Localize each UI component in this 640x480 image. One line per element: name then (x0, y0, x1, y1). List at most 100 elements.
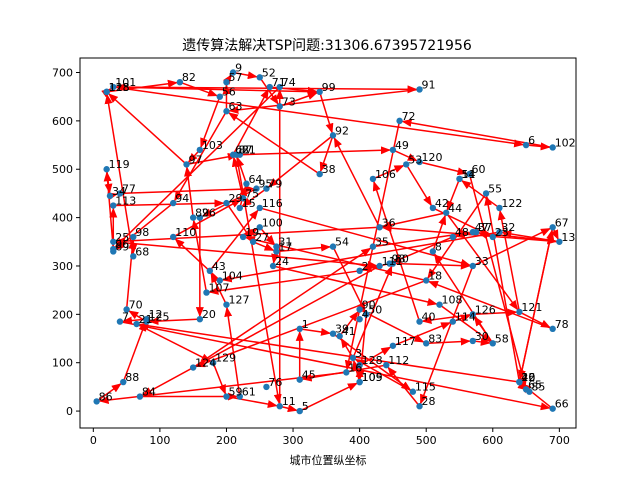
city-label: 34 (112, 185, 126, 198)
city-label: 82 (182, 71, 196, 84)
city-point (229, 69, 237, 76)
city-point (223, 301, 230, 308)
city-label: 129 (215, 352, 236, 365)
city-point (110, 238, 117, 245)
city-point (110, 245, 117, 253)
route-segment (115, 83, 320, 93)
route-segment (405, 164, 432, 207)
route-segment (419, 265, 474, 405)
city-point (103, 166, 110, 173)
city-label: 121 (521, 301, 542, 314)
route-segment (340, 337, 354, 359)
city-point (436, 301, 443, 308)
city-point (276, 83, 283, 91)
city-point (416, 403, 423, 410)
chart-title: 遗传算法解决TSP问题:31306.67395721956 (182, 38, 472, 54)
city-point (236, 204, 243, 212)
city-point (356, 361, 363, 369)
city-point (170, 199, 177, 207)
route-segment (299, 328, 332, 336)
city-label: 15 (242, 197, 256, 210)
city-point (356, 306, 363, 313)
route-segment (352, 359, 361, 383)
city-point (269, 262, 277, 270)
city-point (336, 332, 343, 340)
city-label: 2 (362, 260, 369, 273)
city-point (469, 311, 477, 318)
city-label: 81 (242, 144, 256, 157)
city-label: 7 (122, 311, 129, 324)
city-label: 77 (122, 182, 136, 195)
city-point (103, 88, 110, 96)
city-label: 113 (115, 195, 136, 208)
city-label: 17 (278, 240, 292, 253)
city-label: 3 (355, 347, 362, 360)
city-point (130, 253, 137, 260)
city-point (256, 74, 263, 81)
city-point (496, 204, 503, 212)
city-label: 102 (555, 136, 576, 149)
city-label: 108 (442, 294, 463, 307)
city-label: 94 (175, 192, 189, 205)
city-label: 87 (238, 144, 252, 157)
city-label: 45 (302, 369, 316, 382)
city-label: 107 (208, 282, 229, 295)
city-point (489, 340, 496, 347)
city-point (223, 393, 230, 400)
city-label: 85 (531, 381, 545, 394)
city-point (409, 388, 417, 395)
city-point (223, 199, 230, 207)
city-point (123, 306, 130, 313)
route-segment (276, 243, 332, 253)
city-point (469, 337, 477, 345)
city-point (416, 158, 423, 166)
y-tick-label: 200 (52, 308, 73, 321)
city-label: 11 (282, 395, 296, 408)
city-point (196, 315, 204, 323)
city-point (223, 78, 230, 86)
city-label: 88 (125, 371, 139, 384)
city-label: 67 (555, 216, 569, 229)
city-point (469, 262, 477, 270)
city-label: 118 (109, 81, 130, 94)
route-segment (372, 164, 405, 180)
city-point (316, 88, 323, 96)
route-segment (272, 265, 438, 306)
x-tick-label: 0 (90, 434, 97, 447)
route-segment (148, 317, 200, 326)
city-point (363, 311, 370, 318)
route-segment (114, 86, 281, 248)
city-label: 59 (228, 386, 242, 399)
city-label: 40 (422, 311, 436, 324)
route-segment (119, 320, 551, 411)
route-segment (179, 81, 218, 97)
city-point (522, 141, 530, 149)
city-label: 41 (342, 325, 356, 338)
x-tick-label: 600 (482, 434, 503, 447)
plot-frame (79, 57, 577, 429)
city-label: 39 (335, 323, 349, 336)
city-label: 99 (322, 81, 336, 94)
city-label: 4 (362, 308, 369, 321)
route-segment (419, 161, 468, 176)
city-point (423, 340, 430, 347)
route-segment (427, 192, 487, 279)
city-point (296, 407, 303, 415)
route-segment (208, 270, 360, 295)
city-label: 19 (245, 226, 259, 239)
city-label: 68 (135, 245, 149, 258)
city-label: 123 (109, 81, 130, 94)
city-label: 31 (278, 236, 292, 249)
city-label: 65 (528, 378, 542, 391)
city-label: 9 (235, 62, 242, 75)
route-segment (200, 96, 221, 149)
city-point (343, 369, 350, 376)
city-label: 93 (392, 253, 406, 266)
city-label: 106 (375, 168, 396, 181)
city-label: 127 (228, 294, 249, 307)
city-point (316, 170, 323, 178)
city-point (349, 354, 357, 362)
route-segment (392, 261, 471, 270)
city-point (423, 277, 430, 284)
